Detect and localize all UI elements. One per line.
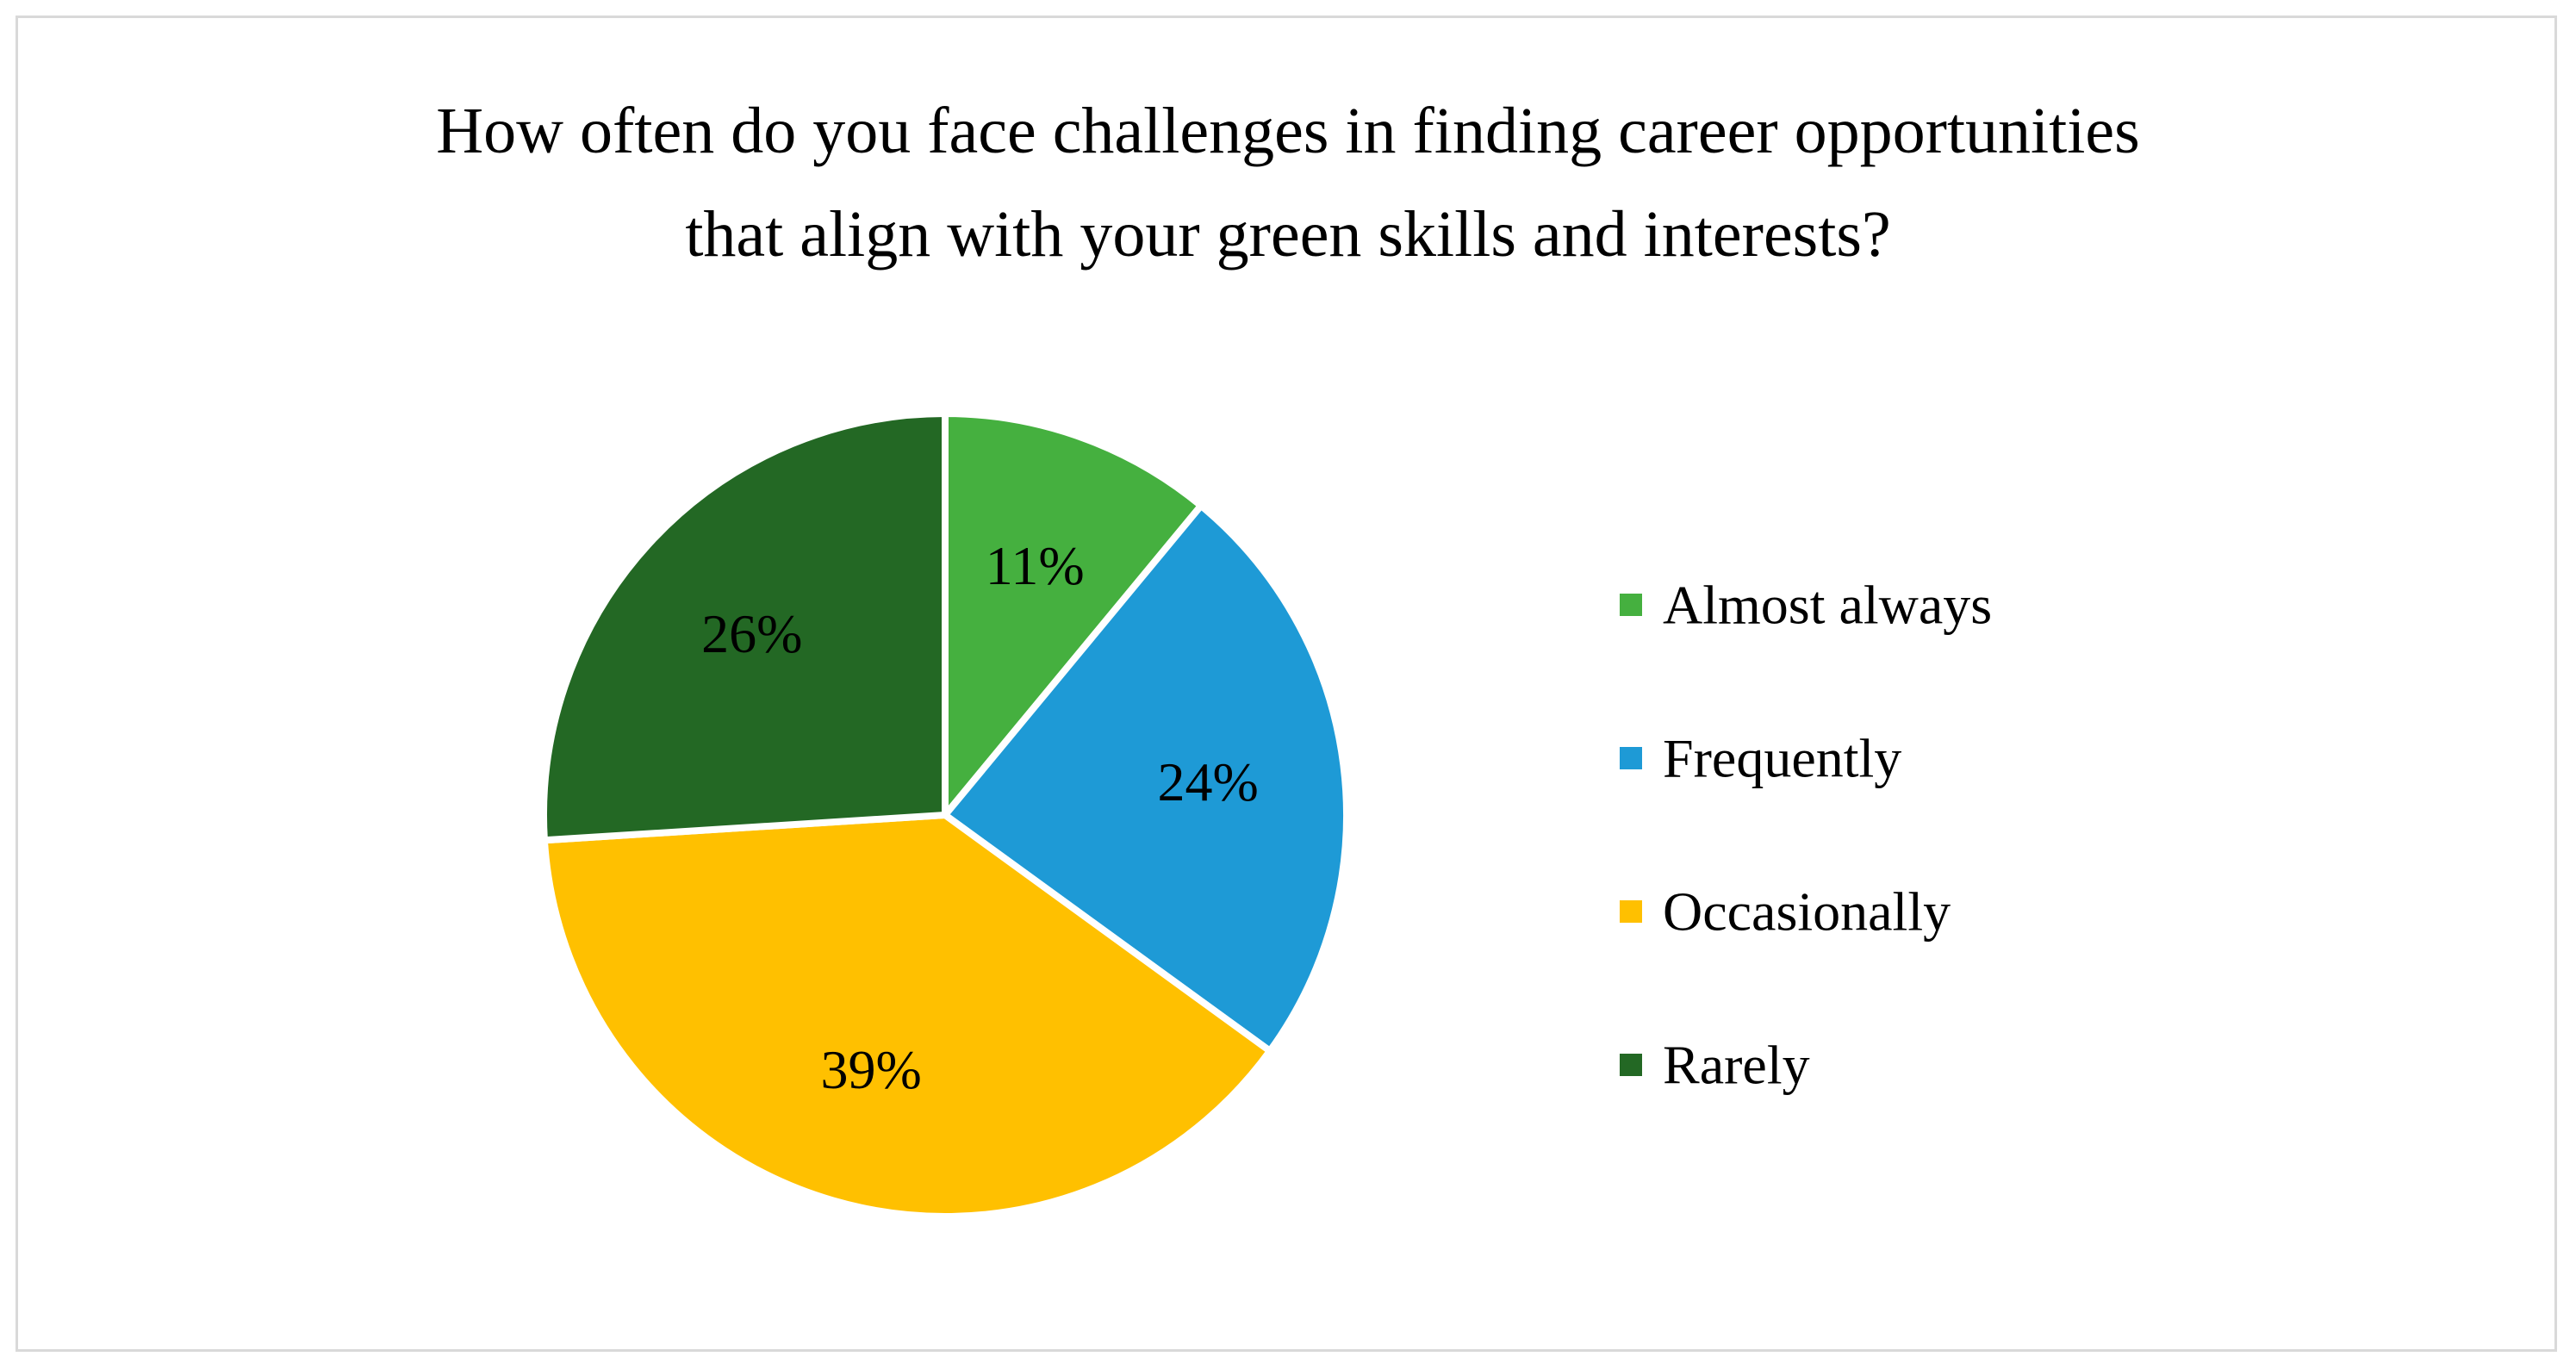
legend-label-almost-always: Almost always xyxy=(1663,575,1992,636)
chart-title: How often do you face challenges in find… xyxy=(436,95,2140,271)
data-label-occasionally: 39% xyxy=(821,1039,922,1100)
pie-slice-almost-always xyxy=(942,410,1205,818)
legend-label-occasionally: Occasionally xyxy=(1663,881,1951,943)
legend: Almost always Frequently Occasionally Rarel… xyxy=(1620,575,1992,1096)
legend-swatch-almost-always xyxy=(1620,594,1642,616)
data-label-frequently: 24% xyxy=(1157,751,1258,812)
pie-slice-occasionally xyxy=(540,812,1273,1220)
pie-slices xyxy=(540,410,1350,1220)
data-label-rarely: 26% xyxy=(701,603,802,664)
pie-slice-frequently xyxy=(942,501,1350,1055)
pie-slice-rarely xyxy=(540,410,949,844)
legend-swatch-occasionally xyxy=(1620,900,1642,923)
legend-label-frequently: Frequently xyxy=(1663,728,1901,789)
legend-swatch-frequently xyxy=(1620,747,1642,769)
slice-labels: 11% 24% 39% 26% xyxy=(701,535,1259,1100)
data-label-almost-always: 11% xyxy=(986,535,1085,596)
legend-label-rarely: Rarely xyxy=(1663,1035,1810,1096)
legend-swatch-rarely xyxy=(1620,1054,1642,1076)
